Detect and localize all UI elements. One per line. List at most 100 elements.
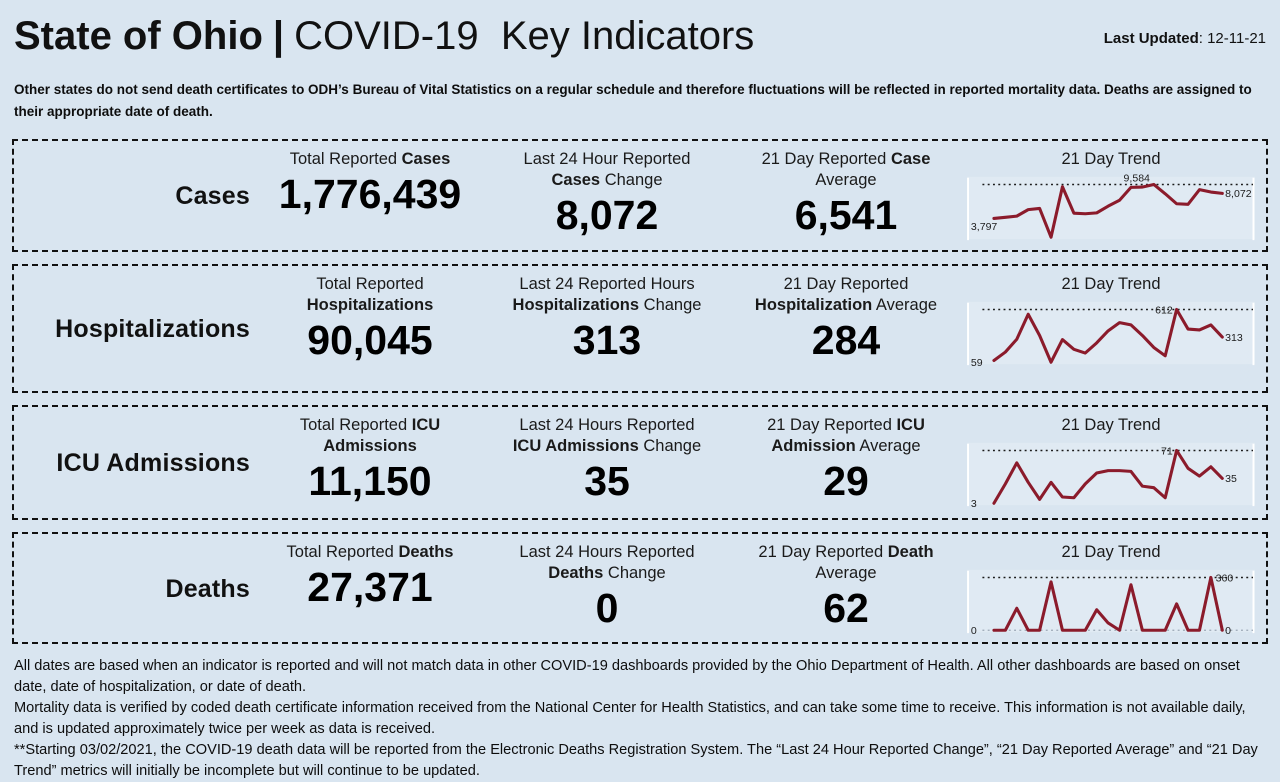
indicator-row-icu-admissions: ICU Admissions Total Reported ICU Admissi… xyxy=(12,405,1268,521)
page-title-subject: COVID-19 Key Indicators xyxy=(294,14,755,58)
trend-start-value: 59 xyxy=(971,357,983,368)
header: State of Ohio | COVID-19 Key Indicators La… xyxy=(12,10,1268,58)
footer-paragraph: **Starting 03/02/2021, the COVID-19 deat… xyxy=(14,742,1258,780)
trend-cell: 21 Day Trend 3 71 35 xyxy=(966,415,1256,509)
trend-cell: 21 Day Trend 59 612 313 xyxy=(966,274,1256,368)
stat-header-line: 21 Day Reported xyxy=(783,275,909,294)
indicator-rows: Cases Total Reported Cases 1,776,439 Las… xyxy=(12,139,1268,645)
trend-title: 21 Day Trend xyxy=(1061,416,1161,435)
trend-peak-value: 9,584 xyxy=(1124,173,1151,185)
stat-24h-change: Last 24 Hour Reported Cases Change 8,072 xyxy=(488,149,726,239)
stat-header-line: Hospitalizations xyxy=(306,296,434,315)
page-title-state: State of Ohio xyxy=(14,14,263,58)
trend-peak-value: 360 xyxy=(1216,572,1234,584)
trend-cell: 21 Day Trend 0 360 0 xyxy=(966,542,1256,636)
stat-24h-change-header: Last 24 Hours Reported ICU Admissions Cha… xyxy=(488,415,726,457)
stat-24h-change-header: Last 24 Hour Reported Cases Change xyxy=(488,149,726,191)
page-title: State of Ohio | COVID-19 Key Indicators xyxy=(14,14,754,58)
stat-total-header: Total Reported Deaths xyxy=(252,542,488,563)
stat-total: Total Reported ICU Admissions 11,150 xyxy=(252,415,488,505)
indicator-row-cases: Cases Total Reported Cases 1,776,439 Las… xyxy=(12,139,1268,253)
trend-start-value: 3,797 xyxy=(971,221,998,233)
stat-total-header: Total Reported Hospitalizations xyxy=(252,274,488,316)
stat-21day-average-value: 62 xyxy=(823,585,869,632)
stat-total: Total Reported Hospitalizations 90,045 xyxy=(252,274,488,364)
stat-total-value: 90,045 xyxy=(307,317,433,364)
stat-header-line: Deaths Change xyxy=(548,564,666,583)
trend-title: 21 Day Trend xyxy=(1061,275,1161,294)
stat-21day-average-value: 284 xyxy=(811,317,881,364)
stat-header-line: 21 Day Reported Case xyxy=(761,150,931,169)
stat-21day-average: 21 Day Reported Case Average 6,541 xyxy=(726,149,966,239)
trend-peak-value: 71 xyxy=(1161,445,1173,457)
indicator-row-hospitalizations: Hospitalizations Total Reported Hospitali… xyxy=(12,264,1268,394)
stat-total-value: 11,150 xyxy=(308,458,432,505)
stat-21day-average-header: 21 Day Reported ICU Admission Average xyxy=(726,415,966,457)
trend-start-value: 3 xyxy=(971,498,977,509)
trend-end-value: 8,072 xyxy=(1225,188,1252,200)
stat-header-line: Average xyxy=(815,564,877,583)
stat-header-line: Average xyxy=(815,171,877,190)
title-separator: | xyxy=(272,14,285,58)
stat-24h-change-value: 0 xyxy=(595,585,619,632)
trend-title: 21 Day Trend xyxy=(1061,543,1161,562)
footer-notes: All dates are based when an indicator is… xyxy=(14,656,1266,782)
trend-sparkline: 59 612 313 xyxy=(967,301,1255,368)
trend-sparkline: 3 71 35 xyxy=(967,442,1255,509)
stat-24h-change: Last 24 Hours Reported ICU Admissions Cha… xyxy=(488,415,726,505)
indicator-label: ICU Admissions xyxy=(56,449,250,478)
stat-21day-average: 21 Day Reported Death Average 62 xyxy=(726,542,966,632)
stat-total-value: 1,776,439 xyxy=(278,171,462,218)
stat-21day-average-header: 21 Day Reported Hospitalization Average xyxy=(726,274,966,316)
stat-header-line: Total Reported Cases xyxy=(289,150,451,169)
trend-start-value: 0 xyxy=(971,625,977,636)
stat-header-line: ICU Admissions Change xyxy=(512,437,702,456)
stat-24h-change-value: 8,072 xyxy=(555,192,659,239)
stat-header-line: Admission Average xyxy=(771,437,921,456)
indicator-label: Deaths xyxy=(165,574,250,603)
stat-header-line: Hospitalization Average xyxy=(754,296,938,315)
trend-title: 21 Day Trend xyxy=(1061,150,1161,169)
stat-header-line: 21 Day Reported ICU xyxy=(767,416,925,435)
stat-header-line: Total Reported Deaths xyxy=(286,543,454,562)
footer-paragraph: Mortality data is verified by coded deat… xyxy=(14,700,1246,738)
trend-end-value: 0 xyxy=(1225,625,1231,636)
stat-21day-average: 21 Day Reported Hospitalization Average 2… xyxy=(726,274,966,364)
stat-21day-average-header: 21 Day Reported Case Average xyxy=(726,149,966,191)
stat-header-line: Total Reported xyxy=(316,275,424,294)
stat-total-header: Total Reported ICU Admissions xyxy=(252,415,488,457)
stat-24h-change: Last 24 Reported Hours Hospitalizations C… xyxy=(488,274,726,364)
last-updated-label: Last Updated xyxy=(1103,30,1199,47)
last-updated-value: : 12-11-21 xyxy=(1198,30,1266,47)
footer-paragraph: All dates are based when an indicator is… xyxy=(14,658,1240,696)
last-updated: Last Updated: 12-11-21 xyxy=(1104,30,1266,47)
stat-header-line: Last 24 Hours Reported xyxy=(519,416,695,435)
stat-header-line: Last 24 Reported Hours xyxy=(519,275,695,294)
stat-24h-change-value: 313 xyxy=(572,317,642,364)
trend-sparkline: 0 360 0 xyxy=(967,569,1255,636)
trend-peak-value: 612 xyxy=(1155,304,1173,316)
indicator-label: Hospitalizations xyxy=(55,315,250,344)
stat-total-header: Total Reported Cases xyxy=(252,149,488,170)
stat-24h-change: Last 24 Hours Reported Deaths Change 0 xyxy=(488,542,726,632)
stat-header-line: Cases Change xyxy=(551,171,663,190)
stat-24h-change-header: Last 24 Hours Reported Deaths Change xyxy=(488,542,726,584)
stat-total: Total Reported Cases 1,776,439 xyxy=(252,149,488,218)
stat-21day-average-value: 29 xyxy=(823,458,869,505)
stat-header-line: Hospitalizations Change xyxy=(512,296,702,315)
trend-end-value: 35 xyxy=(1225,473,1237,485)
stat-header-line: Last 24 Hour Reported xyxy=(523,150,691,169)
stat-24h-change-value: 35 xyxy=(584,458,630,505)
indicator-label: Cases xyxy=(175,182,250,211)
stat-21day-average-header: 21 Day Reported Death Average xyxy=(726,542,966,584)
stat-header-line: 21 Day Reported Death xyxy=(758,543,934,562)
stat-total-value: 27,371 xyxy=(307,564,433,611)
stat-24h-change-header: Last 24 Reported Hours Hospitalizations C… xyxy=(488,274,726,316)
trend-end-value: 313 xyxy=(1225,332,1243,344)
stat-header-line: Admissions xyxy=(323,437,417,456)
trend-sparkline: 3,797 9,584 8,072 xyxy=(967,173,1255,241)
stat-21day-average: 21 Day Reported ICU Admission Average 29 xyxy=(726,415,966,505)
mortality-notice: Other states do not send death certifica… xyxy=(14,82,1252,119)
stat-header-line: Total Reported ICU xyxy=(299,416,441,435)
trend-cell: 21 Day Trend 3,797 9,584 8,072 xyxy=(966,149,1256,243)
